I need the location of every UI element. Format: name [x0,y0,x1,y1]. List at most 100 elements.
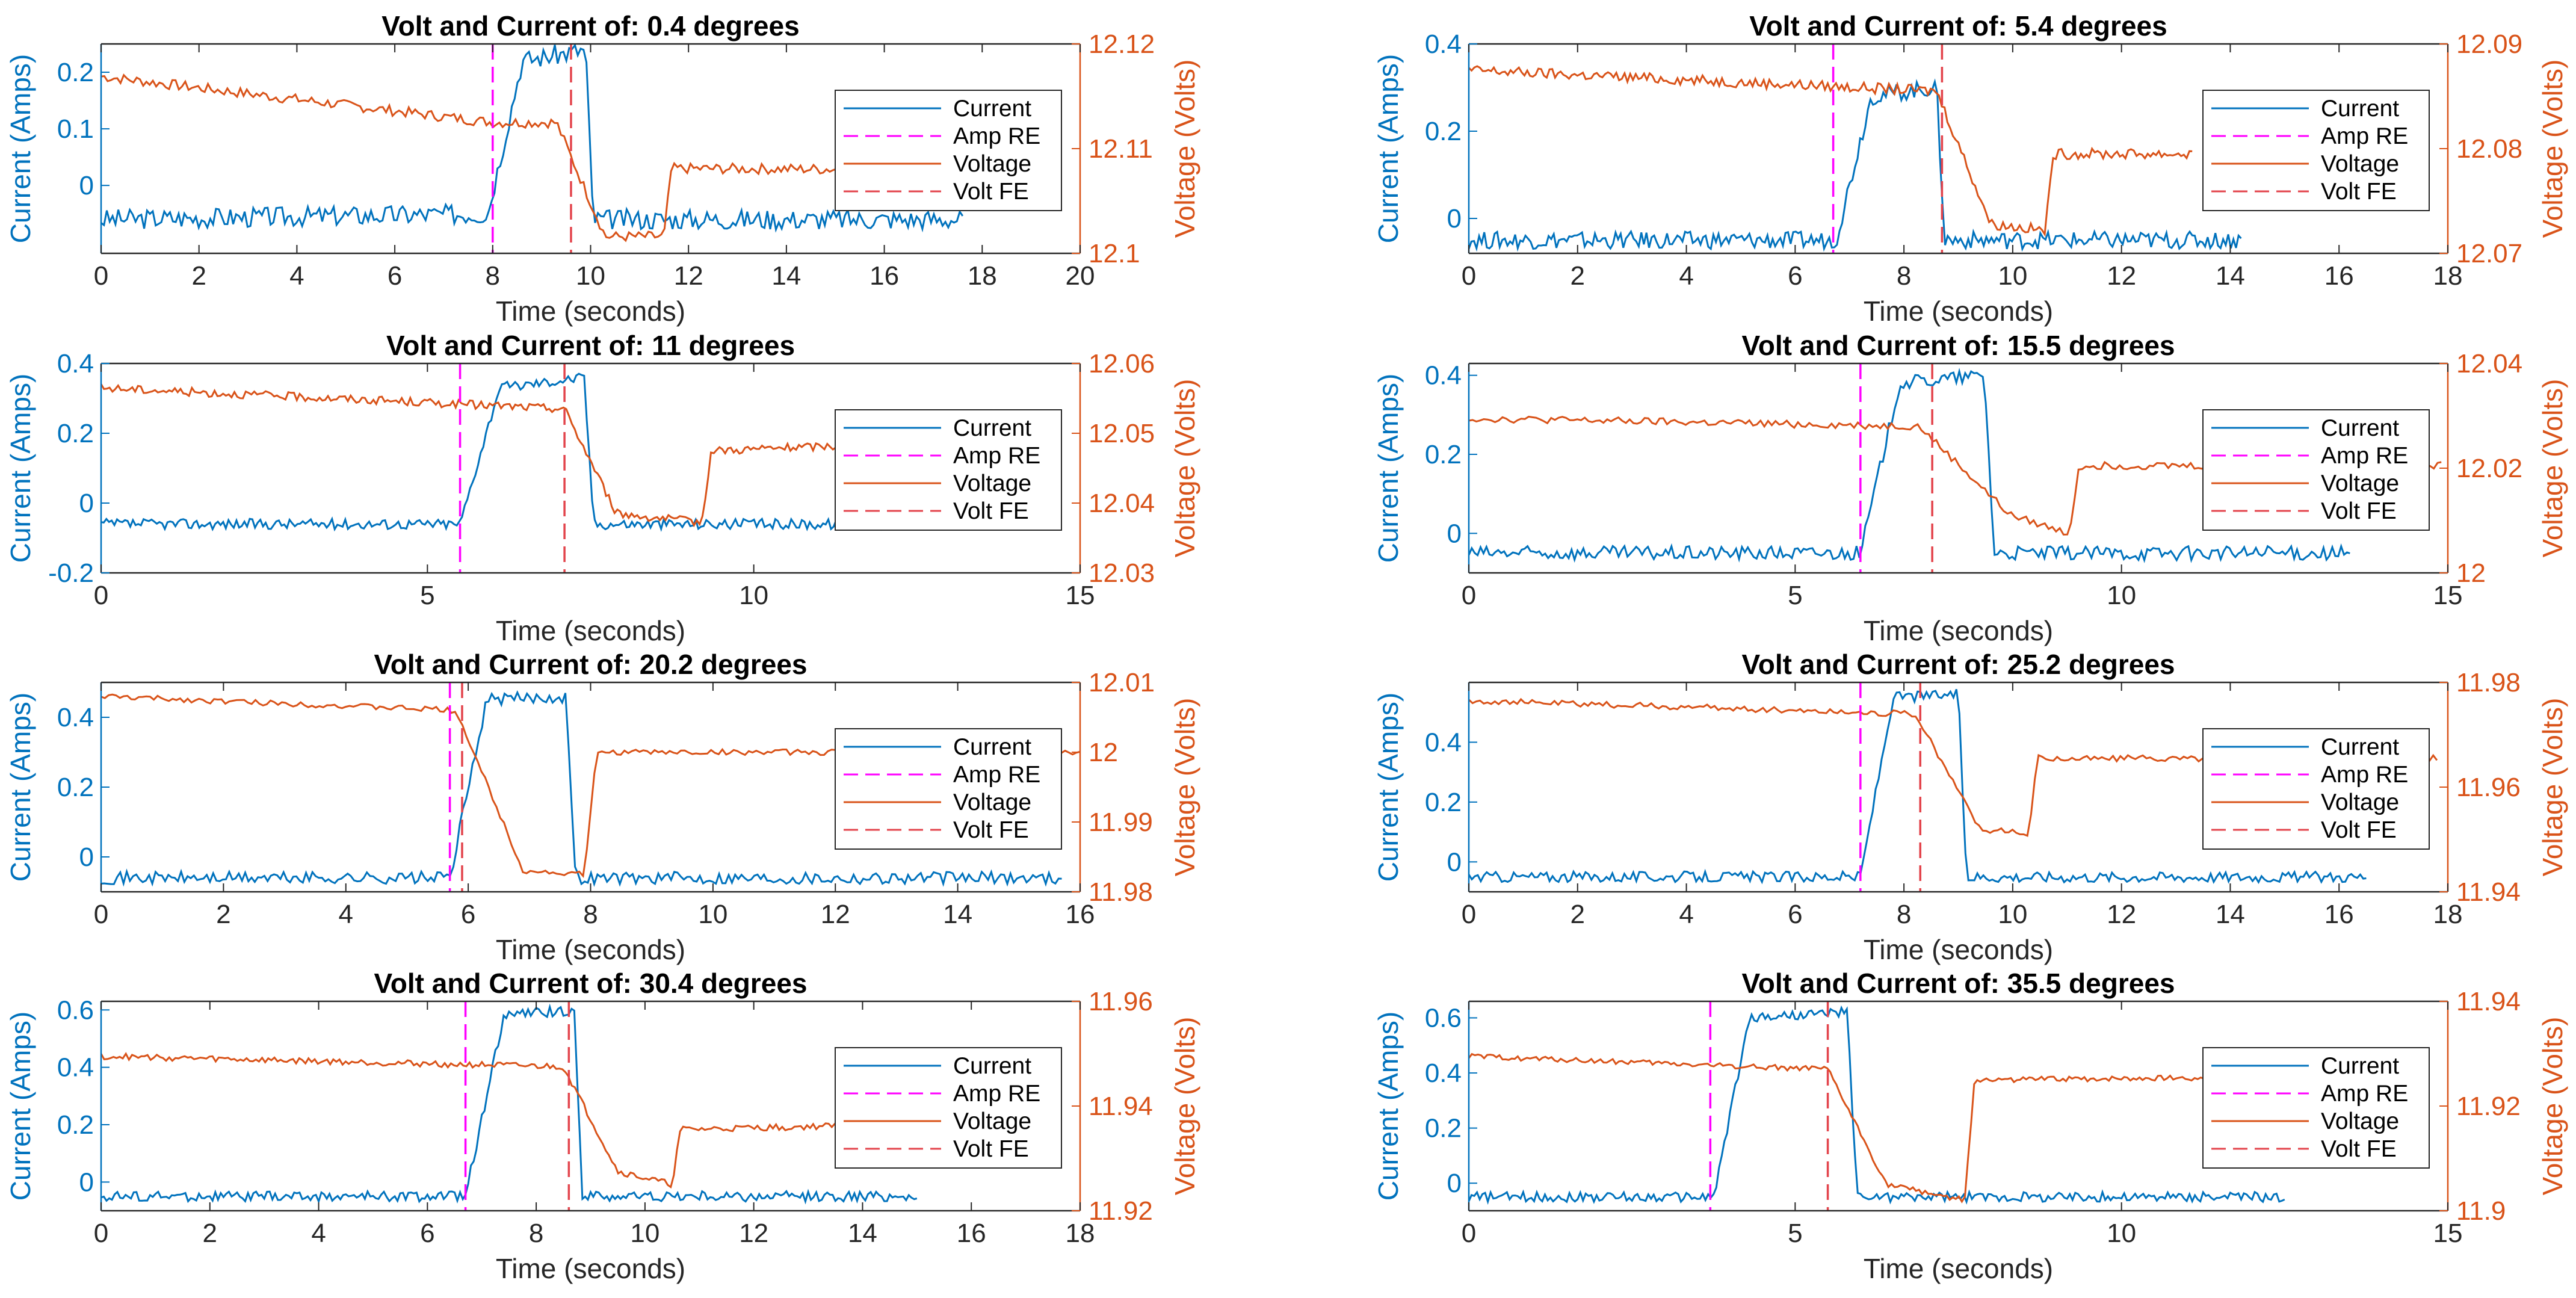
x-tick-label: 15 [2433,1219,2463,1248]
y-right-tick-label: 11.98 [2456,668,2521,697]
legend-current-label: Current [2321,1053,2399,1079]
subplot-3: 0 5 10 15-0.200.20.412.0312.0412.0512.06Vol… [5,330,1200,646]
y-left-tick-label: 0.2 [57,773,94,802]
plot-content [101,363,898,573]
x-tick-label: 0 [1462,900,1476,929]
y-right-axis-label: Voltage (Volts) [1169,379,1200,558]
y-right-tick-label: 12.08 [2456,134,2522,164]
x-axis-label: Time (seconds) [1864,295,2053,327]
x-tick-label: 2 [1571,261,1585,291]
plot-content [101,1001,918,1211]
voltage-line [1469,1052,2266,1204]
x-tick-label: 4 [1679,261,1693,291]
y-left-tick-label: 0 [79,489,94,518]
y-right-axis-label: Voltage (Volts) [1169,1017,1200,1196]
x-tick-label: 4 [289,261,304,291]
voltage-line [101,1052,907,1189]
x-tick-label: 5 [1788,581,1802,610]
y-right-tick-label: 12.04 [2456,349,2522,379]
current-line [1469,1005,2285,1205]
y-right-tick-label: 11.94 [1089,1092,1153,1121]
y-left-tick-label: 0.4 [57,349,94,379]
x-tick-label: 16 [957,1219,986,1248]
subplot-2: 0 2 4 6 8 10 12 14 16 18 0 0.2 0.4 12.07 12.08 12.09 Vol… [1373,10,2568,327]
x-tick-label: 10 [739,581,768,610]
legend-voltage-label: Voltage [2321,1108,2399,1134]
x-tick-label: 8 [529,1219,543,1248]
plot-content [1469,1001,2285,1211]
x-tick-label: 16 [1066,900,1095,929]
legend-volt-fe-label: Volt FE [953,1136,1029,1162]
legend-volt-fe-label: Volt FE [2321,498,2397,524]
x-tick-label: 5 [420,581,434,610]
current-line [1469,78,2242,252]
x-tick-label: 16 [2324,900,2354,929]
x-tick-label: 0 [1462,581,1476,610]
current-line [101,44,964,233]
y-right-tick-label: 11.96 [1089,987,1153,1016]
legend-voltage-label: Voltage [2321,151,2399,177]
chart-title: Volt and Current of: 25.2 degrees [1742,649,2175,680]
plot-content [101,44,964,253]
y-left-tick-label: 0.4 [57,703,94,732]
x-tick-label: 2 [203,1219,217,1248]
legend-amp-re-label: Amp RE [953,443,1040,469]
x-tick-label: 14 [2216,261,2245,291]
x-tick-label: 10 [2107,1219,2136,1248]
current-line [101,1003,918,1205]
legend-volt-fe-label: Volt FE [953,179,1029,205]
y-right-tick-label: 12.04 [1089,489,1155,518]
legend-current-label: Current [953,1053,1031,1079]
current-line [1469,368,2350,563]
x-tick-label: 18 [2433,900,2463,929]
y-left-tick-label: 0.6 [57,995,94,1025]
legend-amp-re-label: Amp RE [953,762,1040,788]
y-left-tick-label: 0.2 [1425,1114,1462,1143]
x-tick-label: 16 [869,261,899,291]
legend-voltage-label: Voltage [953,151,1031,177]
legend-current-label: Current [953,415,1031,441]
y-left-tick-label: 0 [79,171,94,200]
x-tick-label: 12 [821,900,850,929]
subplot-6: 0 2 4 6 8 10 12 14 16 18 0 0.2 0.4 11.94 11.96 11.98 Vol… [1373,649,2568,965]
x-tick-label: 14 [2216,900,2245,929]
y-right-tick-label: 11.98 [1089,877,1153,907]
x-axis-label: Time (seconds) [1864,1253,2053,1284]
x-tick-label: 8 [1897,900,1911,929]
legend-amp-re-label: Amp RE [953,123,1040,149]
chart-title: Volt and Current of: 35.5 degrees [1742,968,2175,999]
y-right-axis-label: Voltage (Volts) [1169,698,1200,877]
voltage-line [101,73,944,243]
legend-current-label: Current [953,734,1031,760]
y-left-axis-label: Current (Amps) [1373,374,1404,563]
legend-current-label: Current [2321,734,2399,760]
y-right-tick-label: 11.92 [2456,1092,2521,1121]
x-tick-label: 4 [1679,900,1693,929]
chart-title: Volt and Current of: 0.4 degrees [381,10,799,42]
chart-title: Volt and Current of: 5.4 degrees [1749,10,2167,42]
voltage-line [1469,65,2193,237]
y-left-tick-label: 0.4 [1425,728,1462,757]
y-left-tick-label: 0.2 [1425,788,1462,817]
x-tick-label: 0 [1462,1219,1476,1248]
y-left-axis-label: Current (Amps) [5,1012,36,1201]
y-right-tick-label: 11.92 [1089,1196,1153,1226]
y-left-tick-label: 0.2 [1425,440,1462,469]
legend-amp-re-label: Amp RE [953,1081,1040,1107]
legend-voltage-label: Voltage [2321,471,2399,496]
x-tick-label: 14 [943,900,972,929]
y-right-tick-label: 12.09 [2456,29,2522,59]
y-right-tick-label: 11.94 [2456,877,2521,907]
y-left-tick-label: 0.4 [57,1053,94,1083]
x-tick-label: 12 [2107,261,2136,291]
y-right-tick-label: 12.11 [1089,134,1153,164]
x-tick-label: 18 [2433,261,2463,291]
x-tick-label: 0 [94,261,108,291]
chart-title: Volt and Current of: 20.2 degrees [374,649,808,680]
subplot-1: 0 2 4 6 8 10 12 14 16 18 20 0 0.1 0.2 12.1 12.11 12.12 Vo… [5,10,1200,327]
x-tick-label: 0 [94,581,108,610]
